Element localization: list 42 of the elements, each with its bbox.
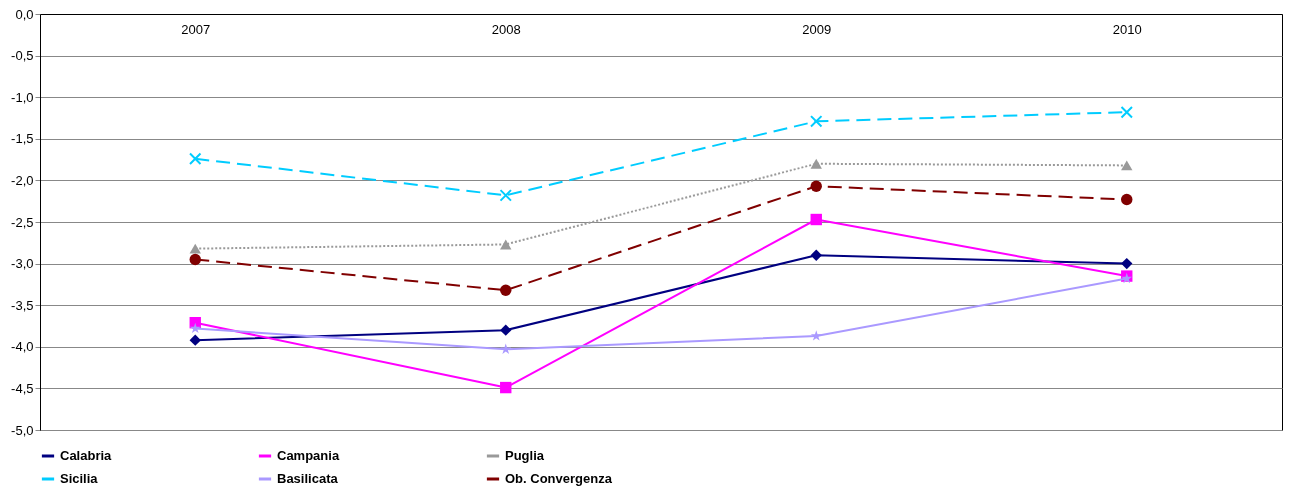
legend-label: Puglia (505, 448, 545, 463)
legend-label: Calabria (60, 448, 113, 463)
legend-label: Sicilia (60, 471, 99, 486)
point (1121, 193, 1133, 206)
point (500, 381, 512, 394)
y-tick-label: 0,0 (15, 6, 34, 22)
point (500, 324, 512, 336)
point (1121, 257, 1133, 270)
legend-label: Ob. Convergenza (505, 471, 613, 486)
point (189, 243, 201, 254)
point (500, 239, 512, 250)
y-tick-label: -2,5 (11, 214, 34, 230)
point (500, 284, 512, 296)
point (1120, 105, 1133, 119)
point (810, 213, 822, 226)
point (499, 189, 512, 202)
legend-label: Campania (277, 448, 340, 463)
y-tick-label: -1,5 (11, 131, 34, 147)
y-tick-label: -3,5 (11, 297, 34, 313)
x-tick-label: 2007 (181, 21, 211, 37)
point (810, 115, 823, 128)
y-tick-label: -3,0 (11, 256, 34, 272)
point (189, 334, 201, 346)
y-tick-label: -0,5 (11, 48, 34, 64)
point (810, 158, 822, 169)
point (189, 322, 201, 334)
x-tick-label: 2009 (802, 21, 832, 37)
point (1121, 160, 1133, 171)
legend-label: Basilicata (277, 471, 339, 486)
y-tick-label: -5,0 (11, 422, 34, 438)
y-tick-label: -4,5 (11, 380, 34, 396)
y-tick-label: -1,0 (11, 89, 34, 105)
x-tick-label: 2010 (1112, 21, 1142, 37)
y-tick-label: -4,0 (11, 339, 34, 355)
point (189, 253, 201, 266)
point (810, 330, 822, 341)
y-tick-label: -2,0 (11, 172, 34, 188)
x-tick-label: 2008 (491, 21, 521, 37)
point (810, 249, 822, 261)
point (810, 180, 822, 192)
point (500, 343, 512, 354)
point (189, 152, 202, 166)
